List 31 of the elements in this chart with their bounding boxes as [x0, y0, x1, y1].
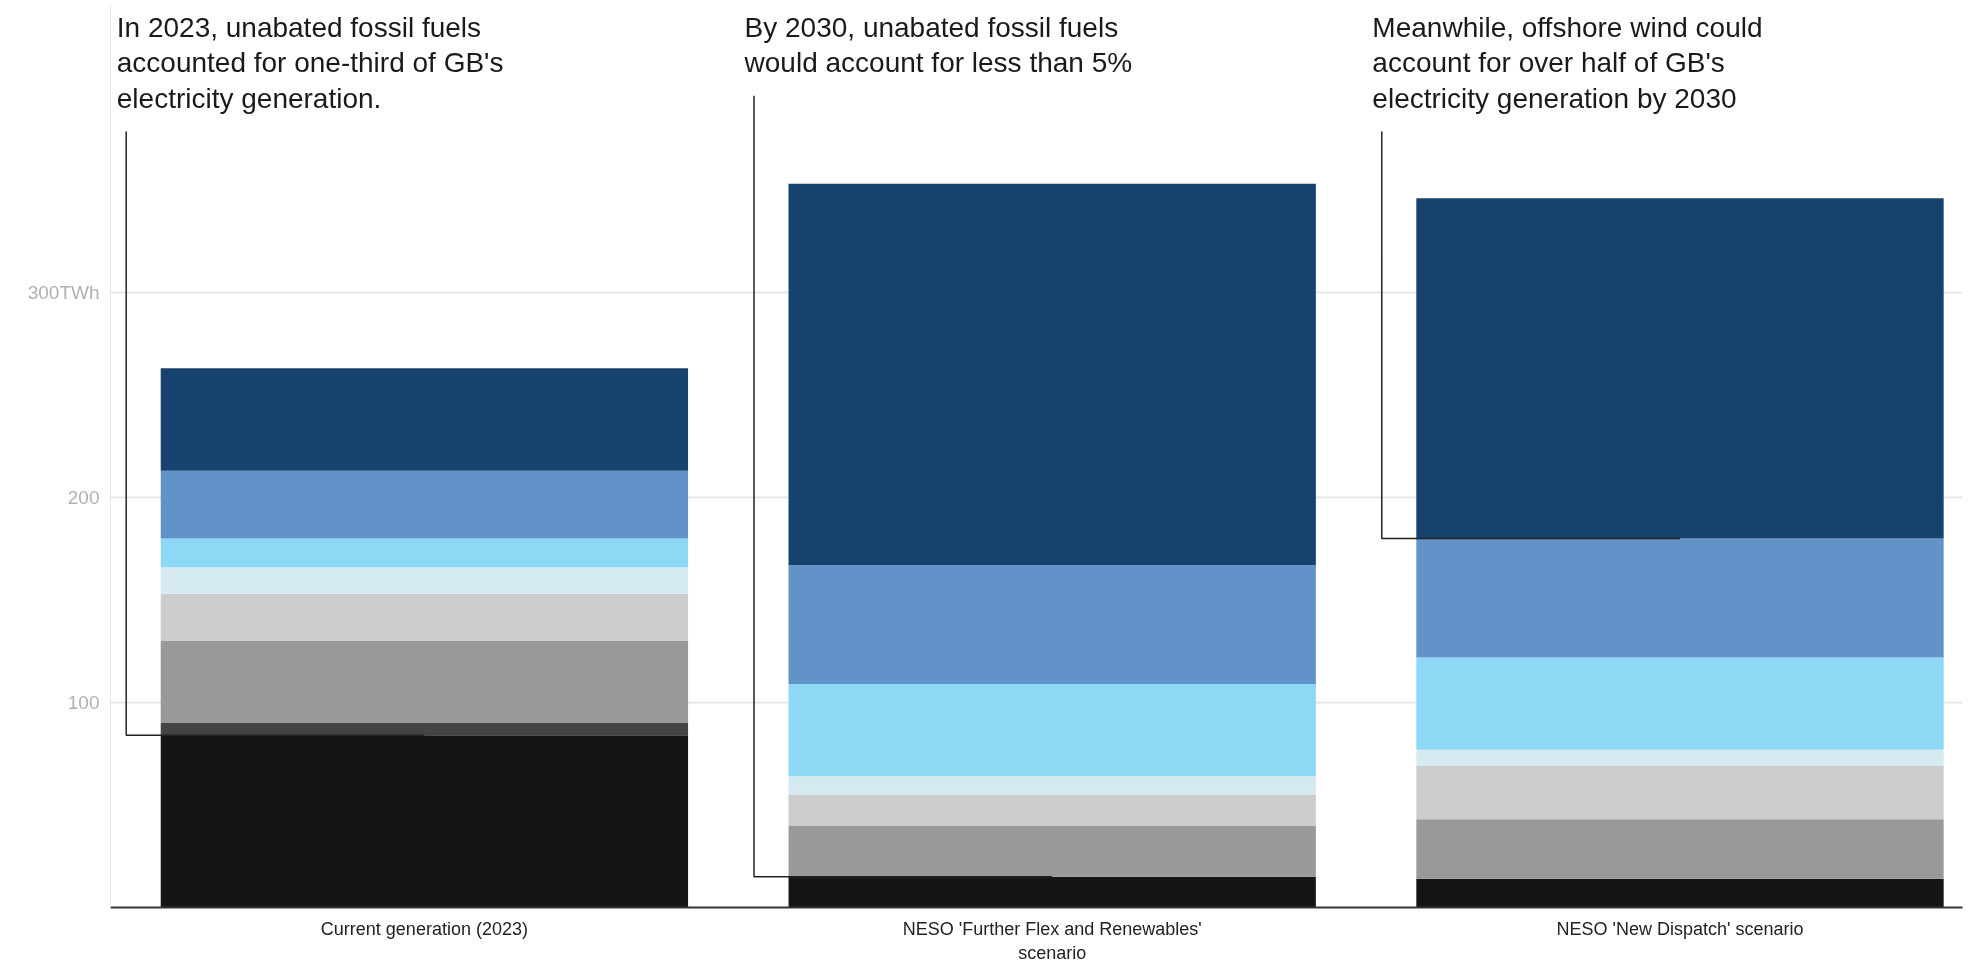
bar	[160, 538, 689, 568]
y-tick-label: 200	[67, 487, 100, 508]
annotation: By 2030, unabated fossil fuels would account for less than 5%	[743, 11, 1133, 79]
bar	[1416, 749, 1944, 767]
bar	[160, 735, 689, 908]
bar	[1416, 819, 1944, 879]
bar	[788, 825, 1316, 877]
bar	[788, 776, 1316, 795]
bar	[788, 794, 1316, 826]
bar	[788, 183, 1316, 566]
bar	[1416, 766, 1944, 820]
annotation: In 2023, unabated fossil fuels accounted for one-third of GB's electricity generation.	[116, 11, 504, 114]
bar	[160, 723, 689, 736]
x-tick-label: NESO 'New Dispatch' scenario	[1556, 918, 1804, 939]
bar	[160, 593, 689, 641]
bar	[1416, 657, 1944, 750]
bar	[788, 684, 1316, 777]
annotation: Meanwhile, offshore wind could account for over half of GB's electricity generation by 2030	[1372, 11, 1763, 114]
x-tick-label: NESO 'Further Flex and Renewables' scenario	[902, 918, 1202, 963]
bar	[788, 565, 1316, 685]
x-tick-label: Current generation (2023)	[320, 918, 528, 939]
bar	[160, 567, 689, 594]
bar	[1416, 198, 1944, 539]
bar	[160, 641, 689, 723]
bar	[1416, 878, 1944, 908]
bar	[788, 876, 1316, 908]
bar	[160, 470, 689, 539]
y-tick-label: 300TWh	[27, 282, 100, 303]
y-tick-label: 100	[67, 692, 100, 713]
bar	[1416, 538, 1944, 658]
bar	[160, 368, 689, 471]
